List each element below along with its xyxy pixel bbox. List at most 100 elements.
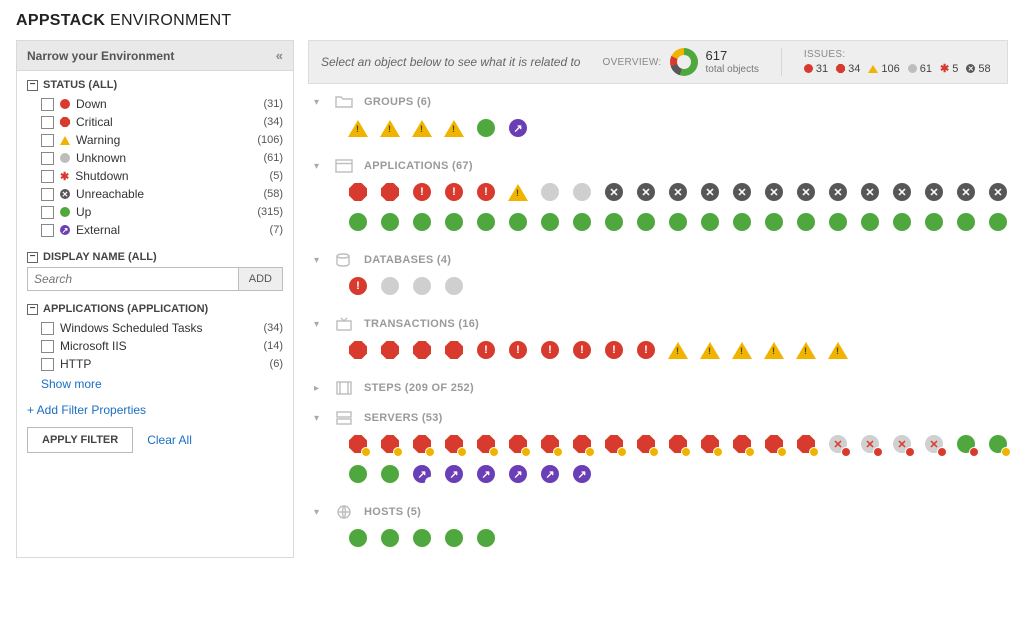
status-filter-item[interactable]: ✕Unreachable(58) [41, 185, 283, 203]
status-object[interactable]: ! [348, 276, 368, 296]
status-object[interactable] [348, 340, 368, 360]
checkbox-icon[interactable] [41, 170, 54, 183]
status-object[interactable] [380, 340, 400, 360]
status-object[interactable] [796, 434, 816, 454]
status-object[interactable] [956, 434, 976, 454]
status-object[interactable] [572, 212, 592, 232]
status-object[interactable]: ! [444, 182, 464, 202]
status-object[interactable] [444, 434, 464, 454]
status-object[interactable] [636, 212, 656, 232]
status-object[interactable] [668, 212, 688, 232]
displayname-search-input[interactable] [27, 267, 239, 291]
status-object[interactable]: ! [828, 340, 848, 360]
status-object[interactable] [380, 212, 400, 232]
checkbox-icon[interactable] [41, 224, 54, 237]
status-object[interactable] [732, 212, 752, 232]
add-filter-link[interactable]: + Add Filter Properties [27, 403, 283, 417]
status-object[interactable]: ✕ [892, 434, 912, 454]
status-object[interactable]: ! [700, 340, 720, 360]
status-object[interactable] [604, 434, 624, 454]
status-filter-item[interactable]: Down(31) [41, 95, 283, 113]
status-object[interactable]: ↗ [540, 464, 560, 484]
status-object[interactable]: ✕ [636, 182, 656, 202]
status-object[interactable]: ! [508, 340, 528, 360]
status-object[interactable] [540, 212, 560, 232]
status-object[interactable]: ! [604, 340, 624, 360]
status-object[interactable]: ! [572, 340, 592, 360]
show-more-link[interactable]: Show more [27, 377, 283, 391]
status-object[interactable]: ✕ [828, 182, 848, 202]
status-object[interactable]: ✕ [892, 182, 912, 202]
status-object[interactable]: ! [444, 118, 464, 138]
status-object[interactable] [380, 528, 400, 548]
status-object[interactable] [476, 212, 496, 232]
displayname-add-button[interactable]: ADD [239, 267, 283, 291]
status-object[interactable]: ! [668, 340, 688, 360]
section-header[interactable]: ▾ SERVERS (53) [308, 410, 1008, 426]
section-header[interactable]: ▾ APPLICATIONS (67) [308, 158, 1008, 174]
status-object[interactable] [796, 212, 816, 232]
clear-all-link[interactable]: Clear All [147, 433, 192, 447]
checkbox-icon[interactable] [41, 188, 54, 201]
section-header[interactable]: ▾ GROUPS (6) [308, 94, 1008, 110]
status-filter-item[interactable]: Critical(34) [41, 113, 283, 131]
status-object[interactable]: ✕ [668, 182, 688, 202]
status-object[interactable]: ✕ [732, 182, 752, 202]
status-object[interactable] [380, 276, 400, 296]
status-object[interactable] [380, 464, 400, 484]
status-object[interactable] [412, 276, 432, 296]
status-object[interactable]: ! [412, 118, 432, 138]
displayname-group-toggle[interactable]: − DISPLAY NAME (ALL) [27, 251, 283, 263]
status-object[interactable] [348, 182, 368, 202]
checkbox-icon[interactable] [41, 340, 54, 353]
status-object[interactable] [348, 212, 368, 232]
status-object[interactable]: ✕ [860, 182, 880, 202]
status-filter-item[interactable]: Warning(106) [41, 131, 283, 149]
checkbox-icon[interactable] [41, 98, 54, 111]
status-filter-item[interactable]: Unknown(61) [41, 149, 283, 167]
apply-filter-button[interactable]: APPLY FILTER [27, 427, 133, 453]
applications-group-toggle[interactable]: − APPLICATIONS (APPLICATION) [27, 303, 283, 315]
status-filter-item[interactable]: ↗External(7) [41, 221, 283, 239]
status-object[interactable] [860, 212, 880, 232]
status-object[interactable] [508, 434, 528, 454]
checkbox-icon[interactable] [41, 206, 54, 219]
status-object[interactable] [924, 212, 944, 232]
status-object[interactable] [828, 212, 848, 232]
collapse-sidebar-icon[interactable]: « [276, 48, 283, 63]
status-object[interactable]: ↗ [412, 464, 432, 484]
status-object[interactable] [380, 182, 400, 202]
status-object[interactable]: ✕ [860, 434, 880, 454]
status-object[interactable]: ! [540, 340, 560, 360]
section-header[interactable]: ▸ STEPS (209 OF 252) [308, 380, 1008, 396]
status-object[interactable] [476, 118, 496, 138]
status-object[interactable] [348, 464, 368, 484]
status-object[interactable] [412, 434, 432, 454]
status-object[interactable]: ↗ [508, 118, 528, 138]
status-object[interactable] [380, 434, 400, 454]
status-object[interactable] [636, 434, 656, 454]
status-object[interactable] [412, 528, 432, 548]
checkbox-icon[interactable] [41, 116, 54, 129]
status-object[interactable]: ✕ [988, 182, 1008, 202]
status-object[interactable] [572, 434, 592, 454]
status-object[interactable]: ✕ [796, 182, 816, 202]
status-object[interactable] [700, 212, 720, 232]
status-object[interactable]: ✕ [700, 182, 720, 202]
status-object[interactable] [540, 434, 560, 454]
status-object[interactable] [732, 434, 752, 454]
status-object[interactable] [444, 276, 464, 296]
status-object[interactable]: ! [764, 340, 784, 360]
status-object[interactable]: ! [796, 340, 816, 360]
status-object[interactable]: ✕ [924, 434, 944, 454]
status-object[interactable] [476, 434, 496, 454]
status-object[interactable]: ↗ [444, 464, 464, 484]
status-object[interactable]: ✕ [828, 434, 848, 454]
status-object[interactable]: ! [476, 182, 496, 202]
status-object[interactable]: ✕ [604, 182, 624, 202]
status-object[interactable]: ! [476, 340, 496, 360]
status-object[interactable]: ↗ [508, 464, 528, 484]
status-object[interactable] [956, 212, 976, 232]
status-object[interactable]: ✕ [924, 182, 944, 202]
status-object[interactable] [572, 182, 592, 202]
